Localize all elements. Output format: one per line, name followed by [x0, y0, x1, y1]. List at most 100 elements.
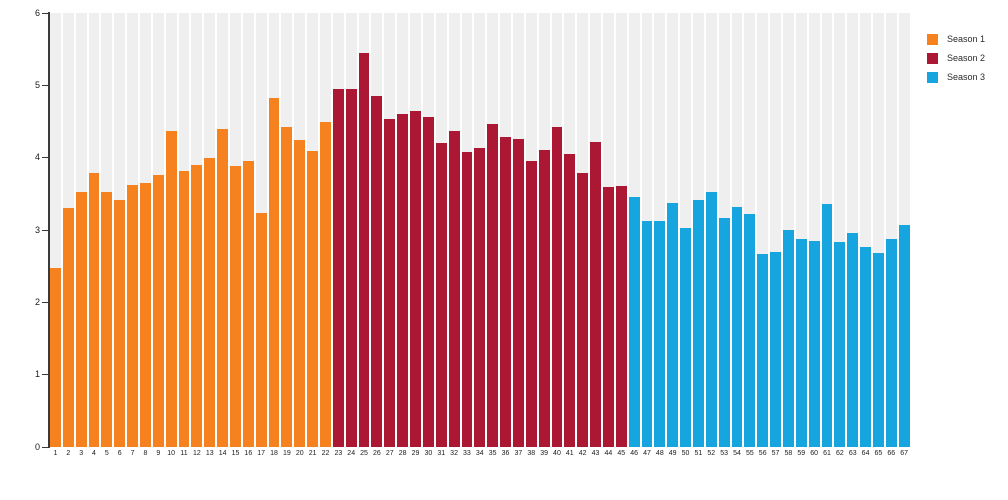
bar-episode-40[interactable] [551, 126, 563, 447]
bar-episode-47[interactable] [641, 221, 653, 447]
bar-episode-38[interactable] [525, 160, 537, 447]
bar-episode-43[interactable] [590, 141, 601, 447]
bar-episode-64[interactable] [860, 247, 871, 447]
x-axis-label: 66 [887, 450, 896, 457]
bar-episode-15[interactable] [230, 165, 241, 447]
legend-label: Season 1 [947, 34, 986, 44]
bar-episode-14[interactable] [217, 128, 229, 447]
bar-episode-46[interactable] [628, 197, 640, 447]
x-axis-label: 31 [437, 450, 446, 457]
bar-episode-52[interactable] [705, 191, 717, 447]
bar-episode-49[interactable] [667, 203, 679, 447]
bar-episode-8[interactable] [140, 182, 151, 447]
bar-episode-17[interactable] [255, 212, 267, 447]
bar-episode-16[interactable] [242, 160, 254, 447]
bar-background-column [873, 13, 884, 447]
bar-episode-11[interactable] [178, 170, 190, 447]
bar-episode-37[interactable] [512, 138, 524, 447]
x-axis-label: 19 [283, 450, 291, 457]
legend-item-season-3[interactable]: Season 3 [927, 68, 985, 87]
bar-background-column [281, 13, 293, 447]
bar-episode-7[interactable] [127, 185, 139, 447]
y-tick [42, 446, 48, 448]
bar-episode-13[interactable] [204, 157, 216, 447]
bar-episode-10[interactable] [165, 130, 177, 447]
x-axis-label: 30 [424, 450, 433, 457]
bar-episode-34[interactable] [474, 147, 486, 447]
legend-item-season-2[interactable]: Season 2 [927, 49, 985, 68]
y-tick [42, 229, 48, 231]
bar-episode-19[interactable] [281, 127, 293, 447]
bar-background-column [50, 13, 61, 447]
bar-episode-3[interactable] [75, 191, 87, 447]
y-tick [42, 12, 48, 14]
bar-episode-36[interactable] [500, 137, 511, 447]
bar-episode-26[interactable] [371, 96, 383, 447]
bar-episode-9[interactable] [152, 175, 164, 447]
bar-episode-56[interactable] [757, 253, 769, 447]
x-axis-label: 58 [784, 450, 793, 457]
legend-item-season-1[interactable]: Season 1 [927, 30, 985, 49]
bar-episode-29[interactable] [410, 111, 421, 447]
plot-area [50, 13, 910, 447]
y-axis-label: 4 [14, 153, 40, 162]
x-axis-label: 34 [475, 450, 484, 457]
bar-episode-45[interactable] [615, 185, 627, 447]
bar-background-column [538, 13, 550, 447]
bar-episode-55[interactable] [744, 214, 756, 447]
bar-episode-61[interactable] [821, 203, 833, 447]
bar-episode-1[interactable] [50, 268, 61, 447]
bar-episode-50[interactable] [680, 227, 691, 447]
bar-episode-22[interactable] [320, 121, 331, 447]
bar-episode-4[interactable] [88, 172, 100, 447]
bar-background-column [62, 13, 74, 447]
x-axis-label: 44 [604, 450, 613, 457]
bar-episode-62[interactable] [834, 242, 846, 447]
bar-episode-30[interactable] [422, 117, 434, 447]
bar-episode-33[interactable] [461, 151, 473, 447]
bar-episode-31[interactable] [435, 143, 447, 447]
bar-background-column [422, 13, 434, 447]
x-axis-label: 59 [797, 450, 806, 457]
bar-episode-20[interactable] [294, 139, 306, 447]
bar-episode-35[interactable] [487, 123, 499, 447]
x-axis-label: 5 [104, 450, 109, 457]
bar-episode-48[interactable] [654, 221, 666, 447]
bar-episode-21[interactable] [307, 151, 319, 447]
bar-episode-66[interactable] [885, 239, 897, 447]
bar-episode-51[interactable] [692, 199, 704, 447]
bar-background-column [680, 13, 691, 447]
bar-episode-54[interactable] [731, 206, 743, 447]
bar-episode-58[interactable] [782, 230, 794, 447]
bar-episode-24[interactable] [345, 88, 357, 447]
x-axis-label: 26 [373, 450, 381, 457]
bar-episode-57[interactable] [770, 251, 781, 447]
bar-episode-41[interactable] [564, 154, 576, 447]
x-axis-label: 16 [244, 450, 253, 457]
bar-episode-67[interactable] [898, 224, 910, 447]
bar-episode-2[interactable] [62, 207, 74, 447]
bar-episode-27[interactable] [384, 119, 396, 447]
x-axis-label: 37 [514, 450, 523, 457]
bar-episode-12[interactable] [191, 164, 203, 447]
bar-episode-18[interactable] [268, 98, 280, 447]
bar-episode-63[interactable] [847, 232, 859, 447]
bar-background-column [718, 13, 730, 447]
bar-background-column [268, 13, 280, 447]
bar-episode-44[interactable] [602, 186, 614, 447]
bar-episode-23[interactable] [332, 88, 344, 447]
bar-episode-25[interactable] [358, 52, 370, 447]
bar-episode-53[interactable] [718, 217, 730, 447]
bar-episode-32[interactable] [448, 130, 460, 447]
x-axis-label: 48 [655, 450, 664, 457]
bar-episode-59[interactable] [795, 238, 807, 447]
y-tick [42, 301, 48, 303]
bar-episode-42[interactable] [577, 172, 589, 447]
bar-episode-6[interactable] [114, 200, 126, 447]
bar-episode-39[interactable] [538, 150, 550, 447]
bar-background-column [757, 13, 769, 447]
bar-episode-65[interactable] [873, 253, 884, 447]
bar-episode-28[interactable] [397, 113, 409, 447]
bar-episode-60[interactable] [808, 240, 820, 447]
bar-episode-5[interactable] [101, 191, 113, 447]
